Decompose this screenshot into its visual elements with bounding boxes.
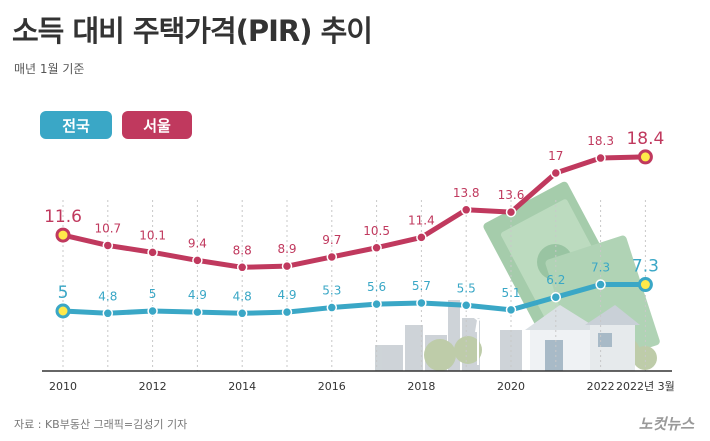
data-label: 7.3 [591,261,610,275]
data-point [236,308,248,319]
data-label: 10.5 [363,224,390,238]
x-tick-label: 2022 [587,380,615,393]
data-point [550,167,562,179]
data-point [147,305,158,317]
chart-subtitle: 매년 1월 기준 [14,62,85,76]
data-point [192,306,203,318]
wind-turbine-illustration [467,311,491,365]
data-label: 9.4 [188,236,207,250]
background-illustration [375,181,660,371]
data-point [326,251,338,263]
data-point [637,149,653,165]
x-tick-label: 2016 [318,380,346,393]
data-point [55,227,71,243]
data-label: 7.3 [632,257,659,277]
data-point [236,262,248,273]
data-label: 17 [548,149,563,163]
data-point [505,304,517,316]
data-label: 18.4 [626,129,664,149]
data-label: 4.8 [98,289,117,303]
x-axis-ticks: 2010 2012 2014 2016 2018 2020 2022 2022년 3월 [49,380,675,393]
series-line-national [60,282,648,316]
legend-national: 전국 [40,111,112,139]
data-points [55,149,653,319]
data-label: 6.2 [546,273,565,287]
data-label: 13.6 [498,188,525,202]
data-point [505,206,517,218]
data-label: 4.9 [277,288,296,302]
data-label: 5.7 [412,279,431,293]
x-tick-label: 2022년 3월 [616,380,675,393]
series-line-seoul [60,154,648,270]
data-label: 18.3 [587,134,614,148]
source-credit: 자료 : KB부동산 그래픽=김성기 기자 [14,418,188,431]
data-point [281,260,293,272]
data-point [416,297,427,309]
data-point [192,255,203,266]
data-label: 5 [58,283,69,303]
series-lines [60,154,648,316]
data-label: 5 [149,287,157,301]
data-label: 5.1 [501,286,520,300]
data-point [371,242,382,253]
house-illustration [525,305,640,371]
data-point [550,291,562,303]
data-point [55,303,71,319]
data-label: 11.6 [44,207,82,227]
data-label: 5.6 [367,280,386,294]
data-point [595,279,606,290]
data-point [102,308,114,319]
data-point [102,240,114,251]
x-tick-label: 2020 [497,380,525,393]
data-point [371,298,382,310]
data-point [416,232,427,243]
data-point [460,300,472,311]
data-point [147,247,158,258]
chart-title: 소득 대비 주택가격(PIR) 추이 [12,14,373,48]
data-label: 9.7 [322,233,341,247]
data-labels: 11.6 10.7 10.1 9.4 8.8 8.9 9.7 10.5 11.4 13.8 13.6… [44,129,664,303]
x-tick-label: 2014 [228,380,256,393]
data-label: 10.7 [94,221,121,235]
data-label: 5.3 [322,284,341,298]
data-label: 4.9 [188,288,207,302]
publisher-logo: 노컷뉴스 [638,415,694,433]
data-label: 4.8 [233,289,252,303]
data-label: 10.1 [139,228,166,242]
data-point [460,204,472,216]
data-point [281,306,293,318]
x-tick-label: 2018 [407,380,435,393]
x-tick-label: 2010 [49,380,77,393]
data-label: 13.8 [453,186,480,200]
data-label: 5.5 [457,281,476,295]
data-label: 8.8 [233,243,252,257]
data-point [326,302,338,313]
data-label: 8.9 [277,242,296,256]
data-label: 11.4 [408,213,435,227]
legend-seoul: 서울 [122,111,192,139]
data-point [637,277,653,293]
x-tick-label: 2012 [139,380,167,393]
data-point [595,152,606,164]
